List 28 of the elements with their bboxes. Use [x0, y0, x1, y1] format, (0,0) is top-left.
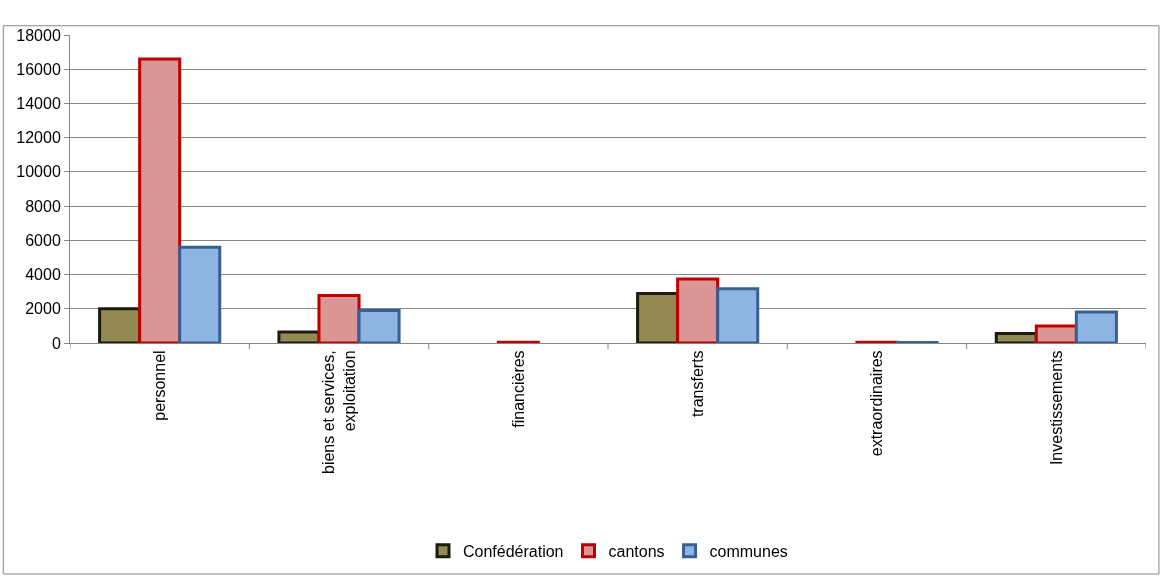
legend-label: Confédération: [463, 543, 564, 561]
x-tick-label: financières: [509, 350, 527, 428]
x-tick-label: biens et services, exploitation: [319, 350, 358, 475]
x-tick-label: personnel: [150, 350, 168, 421]
bar: [1034, 324, 1078, 343]
y-tick-label: 18000: [16, 26, 61, 44]
bar: [1074, 310, 1118, 343]
y-tick-label: 12000: [16, 129, 61, 147]
y-tick-label: 2000: [25, 300, 61, 318]
y-tick-label: 14000: [16, 95, 61, 113]
legend-label: cantons: [608, 543, 665, 561]
y-tick-label: 10000: [16, 163, 61, 181]
x-tick-label: Investissements: [1047, 350, 1065, 466]
bar: [676, 277, 720, 343]
bar: [138, 57, 182, 343]
bar: [994, 332, 1038, 343]
y-tick-label: 0: [51, 334, 61, 352]
bar: [716, 287, 760, 343]
y-tick-label: 6000: [25, 231, 61, 249]
legend-label: communes: [709, 543, 788, 561]
bar: [357, 308, 401, 343]
x-tick-label: transferts: [688, 350, 706, 418]
y-tick-label: 4000: [25, 266, 61, 284]
y-tick-label: 16000: [16, 60, 61, 78]
bar: [178, 245, 222, 343]
bar: [317, 294, 361, 343]
y-tick-label: 8000: [25, 197, 61, 215]
x-tick-label: extraordinaires: [868, 350, 886, 457]
